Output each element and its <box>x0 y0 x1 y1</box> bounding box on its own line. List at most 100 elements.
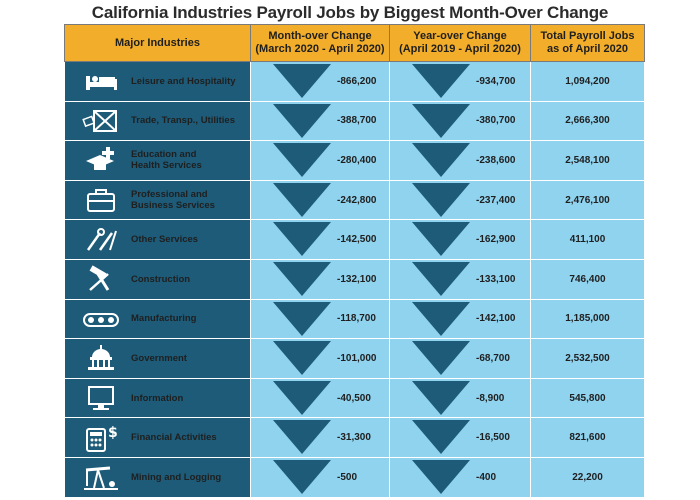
year-over-change-cell: -68,700 <box>389 338 531 379</box>
down-arrow-icon <box>273 222 331 257</box>
year-over-change-value: -237,400 <box>476 194 516 206</box>
down-arrow-icon <box>273 420 331 455</box>
down-arrow-icon <box>273 301 331 336</box>
down-arrow-icon <box>412 380 470 415</box>
industry-label: Government <box>131 352 187 364</box>
table-row: Other Services -142,500 -162,900 411,100 <box>64 219 645 260</box>
header-year-over-change: Year-over Change (April 2019 - April 202… <box>389 24 531 62</box>
month-over-change-value: -132,100 <box>337 273 377 285</box>
year-over-change-cell: -162,900 <box>389 219 531 260</box>
briefcase-icon <box>77 184 125 216</box>
month-over-change-value: -500 <box>337 471 358 483</box>
month-over-change-cell: -31,300 <box>250 417 390 458</box>
total-payroll-jobs-value: 2,532,500 <box>530 338 645 379</box>
year-over-change-value: -238,600 <box>476 154 516 166</box>
industry-label: Education and Health Services <box>131 149 202 172</box>
year-over-change-cell: -133,100 <box>389 258 531 300</box>
industry-label: Financial Activities <box>131 432 217 444</box>
down-arrow-icon <box>273 182 331 217</box>
industry-cell: $ Financial Activities <box>64 417 251 458</box>
year-over-change-cell: -400 <box>389 456 531 498</box>
table-row: Manufacturing -118,700 -142,100 1,185,000 <box>64 298 645 340</box>
conveyor-belt-icon <box>77 303 125 335</box>
month-over-change-value: -280,400 <box>337 154 377 166</box>
tools-icon <box>77 224 125 256</box>
down-arrow-icon <box>273 459 331 494</box>
month-over-change-cell: -866,200 <box>250 61 390 102</box>
oil-pump-icon <box>77 461 125 493</box>
total-payroll-jobs-value: 2,666,300 <box>530 100 645 142</box>
down-arrow-icon <box>273 261 331 296</box>
down-arrow-icon <box>273 143 331 178</box>
month-over-change-cell: -500 <box>250 456 390 498</box>
total-payroll-jobs-value: 821,600 <box>530 417 645 458</box>
table-row: Information -40,500 -8,900 545,800 <box>64 377 645 419</box>
table-row: Trade, Transp., Utilities -388,700 -380,70… <box>64 100 645 142</box>
month-over-change-value: -242,800 <box>337 194 377 206</box>
down-arrow-icon <box>412 64 470 98</box>
capitol-building-icon <box>77 342 125 374</box>
year-over-change-value: -934,700 <box>476 75 516 87</box>
industry-cell: Other Services <box>64 219 251 260</box>
total-payroll-jobs-value: 1,185,000 <box>530 298 645 340</box>
total-payroll-jobs-value: 545,800 <box>530 377 645 419</box>
svg-text:$: $ <box>108 425 118 441</box>
month-over-change-value: -142,500 <box>337 234 377 246</box>
total-payroll-jobs-value: 22,200 <box>530 456 645 498</box>
month-over-change-cell: -388,700 <box>250 100 390 142</box>
payroll-table: Major Industries Month-over Change (Marc… <box>64 24 645 498</box>
down-arrow-icon <box>412 143 470 178</box>
hammer-wrench-icon <box>77 263 125 295</box>
industry-cell: Mining and Logging <box>64 456 251 498</box>
down-arrow-icon <box>412 459 470 494</box>
industry-label: Mining and Logging <box>131 471 222 483</box>
industry-label: Information <box>131 392 184 404</box>
table-row: Education and Health Services -280,400 -23… <box>64 140 645 181</box>
month-over-change-cell: -280,400 <box>250 140 390 181</box>
month-over-change-cell: -132,100 <box>250 258 390 300</box>
table-row: Professional and Business Services -242,8… <box>64 179 645 221</box>
year-over-change-cell: -142,100 <box>389 298 531 340</box>
down-arrow-icon <box>412 261 470 296</box>
year-over-change-value: -133,100 <box>476 273 516 285</box>
industry-cell: Trade, Transp., Utilities <box>64 100 251 142</box>
year-over-change-cell: -238,600 <box>389 140 531 181</box>
computer-monitor-icon <box>77 382 125 414</box>
total-payroll-jobs-value: 746,400 <box>530 258 645 300</box>
down-arrow-icon <box>412 182 470 217</box>
year-over-change-cell: -380,700 <box>389 100 531 142</box>
industry-cell: Education and Health Services <box>64 140 251 181</box>
year-over-change-value: -162,900 <box>476 234 516 246</box>
industry-cell: Government <box>64 338 251 379</box>
year-over-change-cell: -16,500 <box>389 417 531 458</box>
year-over-change-value: -68,700 <box>476 352 510 364</box>
down-arrow-icon <box>273 380 331 415</box>
industry-cell: Professional and Business Services <box>64 179 251 221</box>
down-arrow-icon <box>412 301 470 336</box>
industry-label: Leisure and Hospitality <box>131 75 236 87</box>
graduation-cap-medical-cross-icon <box>77 144 125 176</box>
month-over-change-value: -388,700 <box>337 115 377 127</box>
month-over-change-value: -118,700 <box>337 313 376 325</box>
month-over-change-value: -866,200 <box>337 75 377 87</box>
month-over-change-value: -40,500 <box>337 392 371 404</box>
year-over-change-cell: -237,400 <box>389 179 531 221</box>
bed-icon <box>77 65 125 97</box>
header-industries: Major Industries <box>64 24 251 62</box>
industry-label: Other Services <box>131 234 199 246</box>
down-arrow-icon <box>273 103 331 138</box>
industry-label: Professional and Business Services <box>131 189 215 212</box>
month-over-change-cell: -101,000 <box>250 338 390 379</box>
month-over-change-value: -101,000 <box>337 352 377 364</box>
month-over-change-value: -31,300 <box>337 432 371 444</box>
down-arrow-icon <box>273 64 331 98</box>
total-payroll-jobs-value: 2,548,100 <box>530 140 645 181</box>
down-arrow-icon <box>412 222 470 257</box>
header-total-payroll-jobs: Total Payroll Jobs as of April 2020 <box>530 24 645 62</box>
industry-cell: Leisure and Hospitality <box>64 61 251 102</box>
table-row: $ Financial Activities -31,300 -16,500 821,6… <box>64 417 645 458</box>
total-payroll-jobs-value: 1,094,200 <box>530 61 645 102</box>
industry-label: Manufacturing <box>131 313 197 325</box>
industry-cell: Construction <box>64 258 251 300</box>
month-over-change-cell: -142,500 <box>250 219 390 260</box>
